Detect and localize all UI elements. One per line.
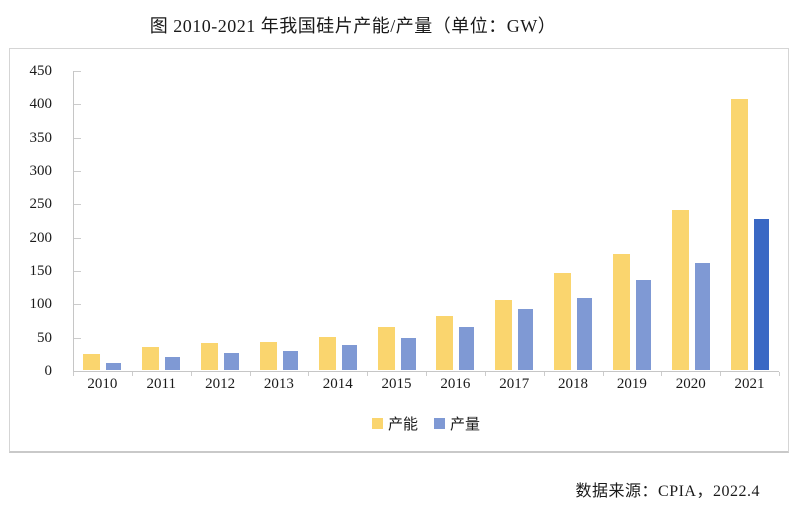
x-axis-tick: [779, 372, 780, 376]
capacity-bar-2011: [142, 346, 160, 370]
capacity-bar-2017: [495, 300, 513, 370]
y-tick-label: 200: [29, 229, 53, 246]
capacity-bar-2021: [730, 98, 748, 370]
chart-frame: 0 50 100 150 200 250 300 350 400 450 2010 2011 2012…: [9, 48, 789, 453]
capacity-bar-2018: [554, 272, 572, 370]
capacity-bar-2010: [83, 354, 101, 370]
x-axis-tick: [426, 372, 427, 376]
y-axis-tick: [74, 237, 81, 239]
bar-group-2020: [661, 70, 720, 370]
bar-group-2018: [544, 70, 603, 370]
y-tick-label: 0: [44, 363, 53, 379]
x-axis-tick: [190, 372, 192, 376]
output-bar-2020: [694, 262, 710, 370]
output-bar-2012: [224, 353, 240, 370]
bar-group-2015: [367, 70, 426, 370]
output-bar-2018: [577, 298, 593, 370]
capacity-bar-2014: [318, 336, 336, 370]
x-axis-labels: 2010 2011 2012 2013 2014 2015 2016 2017 2018 2019…: [73, 376, 779, 393]
bar-group-2012: [191, 70, 250, 370]
y-tick-label: 100: [29, 296, 53, 313]
y-axis-tick: [74, 204, 81, 206]
x-axis-tick: [484, 372, 486, 376]
y-tick-label: 400: [29, 96, 53, 113]
output-bar-2010: [106, 362, 122, 370]
legend-item-产量: 产量: [434, 413, 480, 434]
output-bar-2014: [341, 344, 357, 370]
y-axis-tick: [74, 304, 81, 306]
x-axis-tick: [73, 372, 74, 376]
bar-group-2016: [426, 70, 485, 370]
y-axis-tick: [74, 337, 81, 339]
x-axis-tick: [308, 372, 310, 376]
legend-label: 产能: [387, 417, 418, 433]
x-tick-label-2018: 2018: [558, 376, 589, 392]
capacity-bar-2012: [201, 342, 219, 370]
legend-item-产能: 产能: [371, 413, 418, 434]
bar-group-2019: [603, 70, 662, 370]
chart-legend: 产能 产量: [73, 413, 779, 434]
x-axis-tick: [367, 372, 369, 376]
y-tick-label: 350: [29, 129, 53, 146]
legend-label: 产量: [450, 417, 481, 433]
y-tick-label: 300: [29, 163, 53, 179]
capacity-bar-2015: [377, 327, 395, 370]
capacity-bar-2016: [436, 316, 454, 370]
y-axis-tick: [74, 171, 81, 172]
bar-group-2013: [250, 70, 309, 370]
bar-group-2017: [485, 70, 544, 370]
y-tick-label: 50: [37, 329, 52, 346]
x-axis-tick: [720, 372, 722, 376]
bar-group-2021: [720, 70, 779, 370]
bar-group-2011: [132, 70, 191, 370]
page-title: 图 2010-2021 年我国硅片产能/产量（单位：GW）: [149, 16, 557, 36]
x-tick-label-2015: 2015: [381, 376, 412, 392]
plot-area: [73, 70, 780, 376]
x-axis-line: [73, 371, 779, 372]
y-axis-tick: [74, 71, 81, 72]
x-tick-label-2010: 2010: [87, 376, 118, 392]
output-bar-2019: [635, 280, 651, 370]
y-tick-label: 250: [29, 196, 53, 213]
y-axis-tick: [74, 137, 81, 139]
data-source-note: 数据来源：CPIA，2022.4: [575, 483, 760, 500]
x-axis-tick: [249, 372, 251, 376]
y-axis-labels: 0 50 100 150 200 250 300 350 400 450: [10, 63, 60, 379]
x-tick-label-2017: 2017: [499, 376, 530, 392]
y-axis-tick: [74, 271, 81, 272]
x-axis-tick: [602, 372, 604, 376]
y-axis-line: [73, 71, 74, 372]
x-axis-tick: [131, 372, 133, 376]
x-tick-label-2020: 2020: [675, 376, 706, 392]
y-tick-label: 450: [29, 63, 53, 79]
x-tick-label-2012: 2012: [205, 376, 236, 392]
output-bar-2017: [518, 308, 534, 370]
bar-group-2010: [73, 70, 132, 370]
bar-group-2014: [308, 70, 367, 370]
y-tick-label: 150: [29, 263, 53, 279]
legend-swatch-icon: [434, 418, 445, 429]
y-axis-tick: [74, 104, 81, 106]
x-tick-label-2021: 2021: [734, 376, 765, 392]
x-axis-tick: [661, 372, 663, 376]
x-tick-label-2019: 2019: [616, 376, 647, 392]
x-tick-label-2014: 2014: [322, 376, 353, 392]
output-bar-2013: [282, 350, 298, 370]
x-tick-label-2011: 2011: [146, 376, 176, 392]
output-bar-2016: [459, 327, 475, 370]
x-tick-label-2013: 2013: [263, 376, 294, 392]
x-axis-tick: [543, 372, 545, 376]
output-bar-2015: [400, 338, 416, 370]
output-bar-2011: [165, 356, 181, 370]
legend-swatch-icon: [371, 418, 383, 429]
capacity-bar-2019: [612, 254, 630, 370]
capacity-bar-2013: [259, 342, 277, 370]
capacity-bar-2020: [671, 210, 689, 370]
x-tick-label-2016: 2016: [440, 376, 471, 392]
output-bar-2021: [753, 218, 769, 370]
